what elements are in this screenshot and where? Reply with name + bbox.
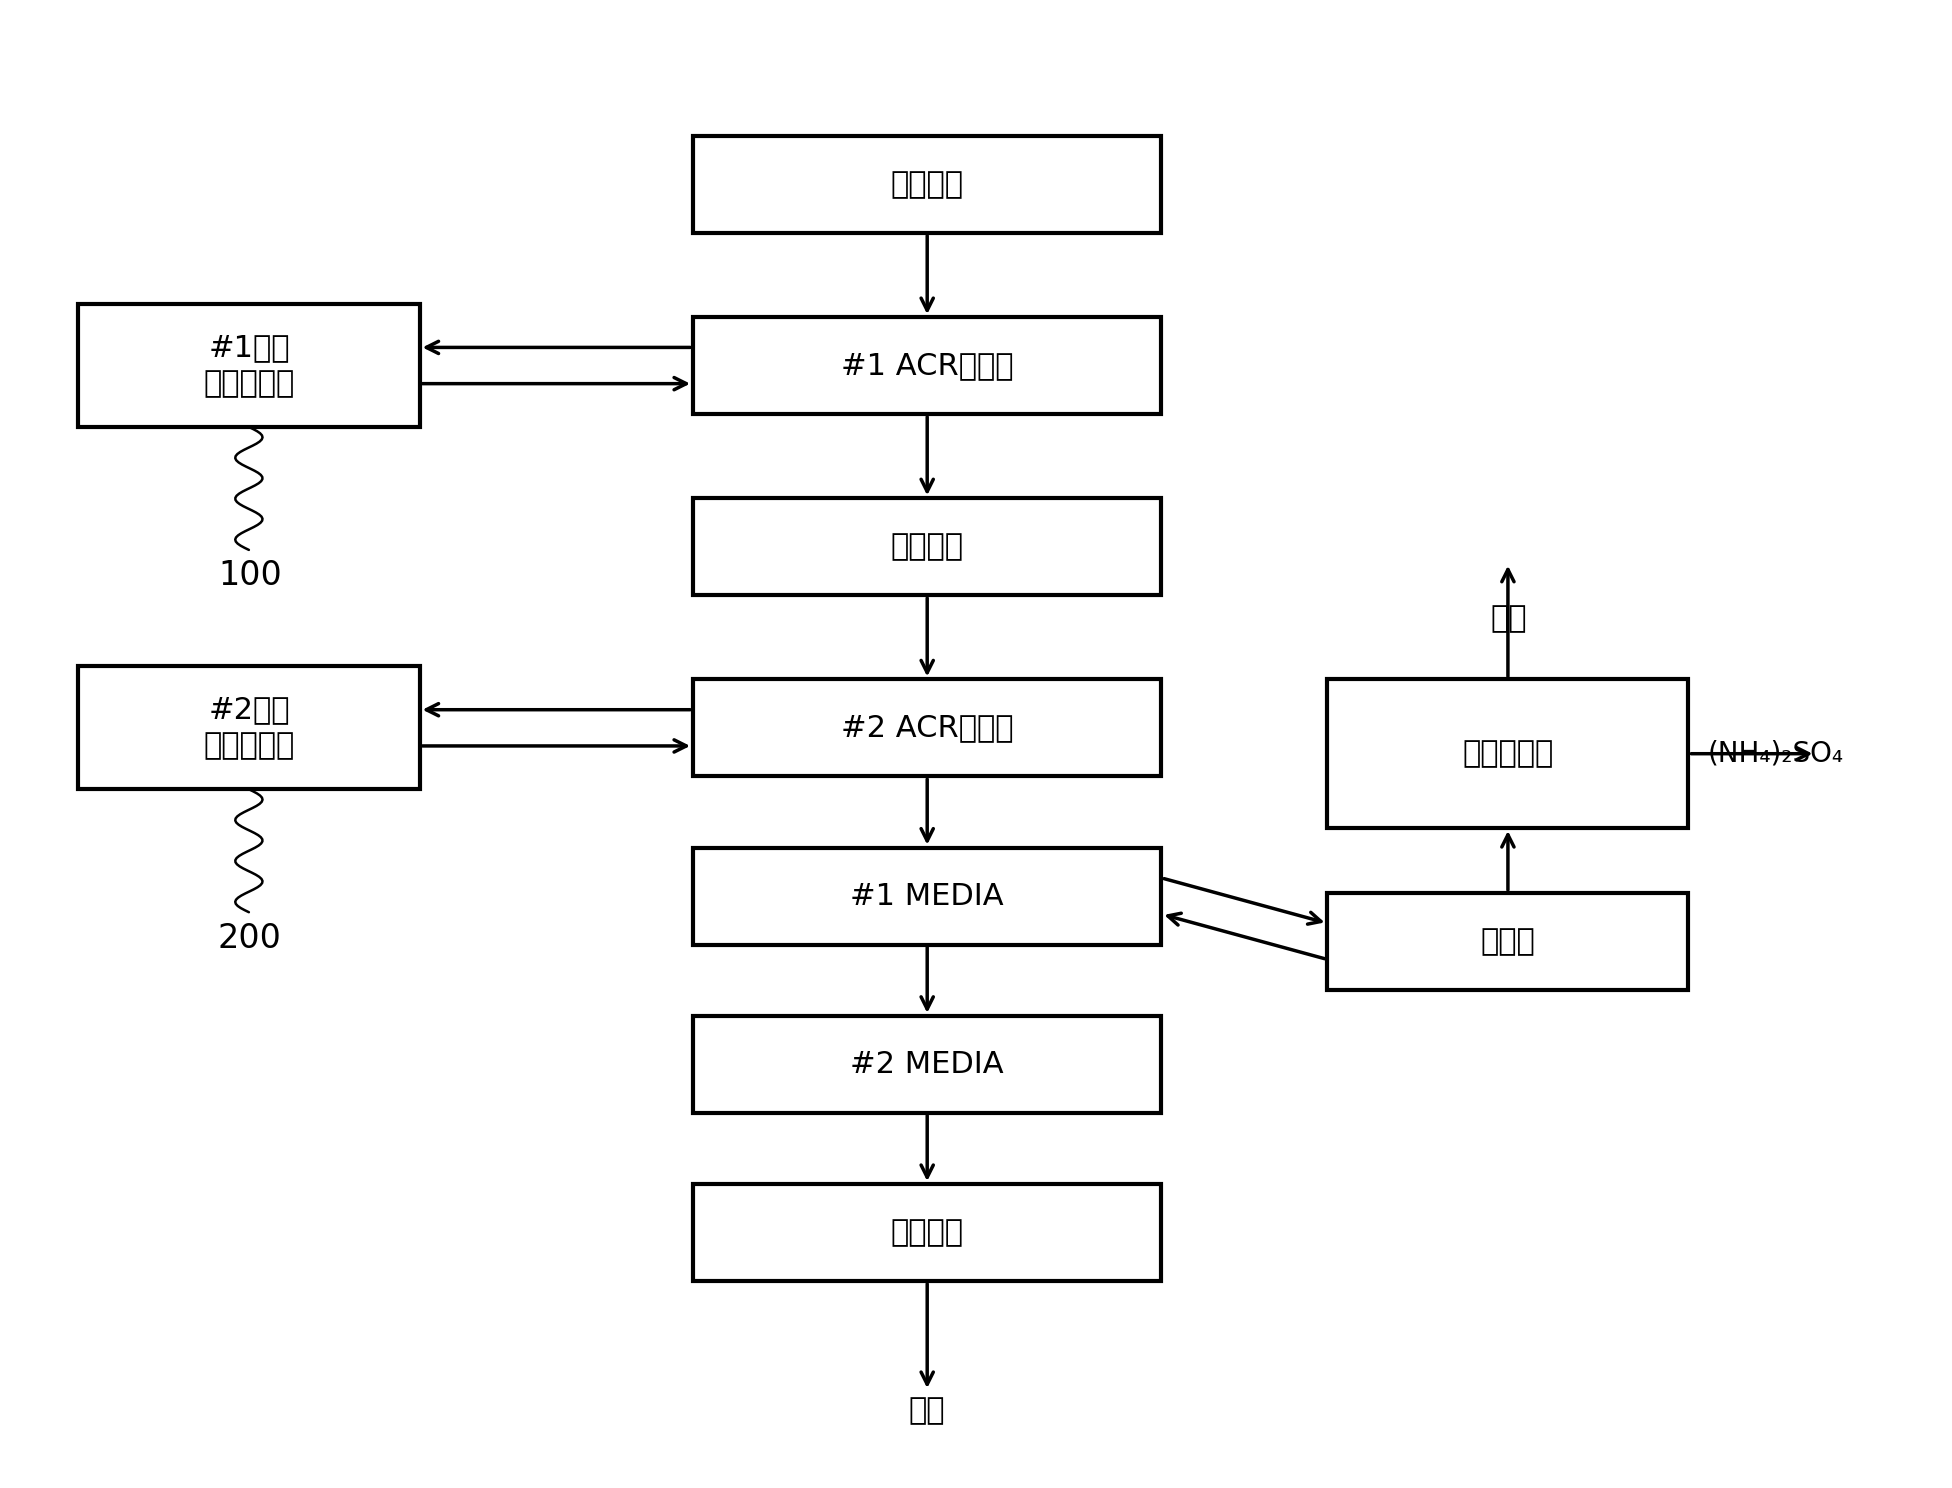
Text: 200: 200 [219, 921, 281, 955]
Bar [693, 135, 1161, 234]
Text: 药液清洗塔: 药液清洗塔 [1462, 740, 1554, 768]
Text: 排出: 排出 [1491, 604, 1526, 632]
Text: #2 ACR反应槽: #2 ACR反应槽 [841, 713, 1013, 743]
Text: 废水流入: 废水流入 [890, 170, 964, 199]
Text: 排放: 排放 [910, 1396, 945, 1426]
Text: #1合金
催化反应器: #1合金 催化反应器 [203, 333, 295, 397]
Text: #2合金
催化反应器: #2合金 催化反应器 [203, 695, 295, 760]
Text: 100: 100 [219, 559, 281, 592]
Bar [693, 317, 1161, 414]
Text: #1 MEDIA: #1 MEDIA [851, 881, 1003, 911]
Text: (NH₄)₂SO₄: (NH₄)₂SO₄ [1708, 740, 1845, 766]
Text: #1 ACR反应槽: #1 ACR反应槽 [841, 351, 1013, 379]
Bar [693, 680, 1161, 777]
Bar [693, 498, 1161, 595]
Bar [693, 1184, 1161, 1281]
Text: 排气塔: 排气塔 [1480, 927, 1536, 955]
Bar [1327, 893, 1688, 990]
Bar [693, 848, 1161, 945]
Text: 化学处理: 化学处理 [890, 533, 964, 561]
Text: 排放水槽: 排放水槽 [890, 1219, 964, 1247]
Bar [78, 304, 420, 427]
Bar [78, 667, 420, 789]
Bar [1327, 680, 1688, 829]
Text: #2 MEDIA: #2 MEDIA [851, 1049, 1003, 1079]
Bar [693, 1016, 1161, 1113]
